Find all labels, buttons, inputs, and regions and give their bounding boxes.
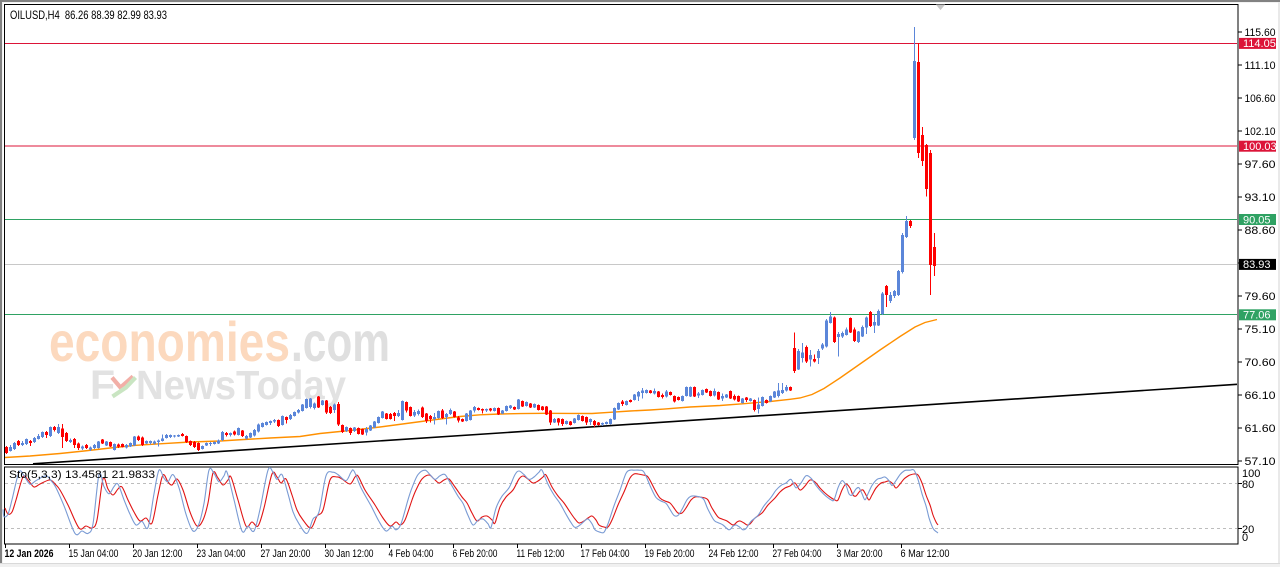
svg-text:80: 80: [1242, 479, 1254, 491]
svg-text:20: 20: [1242, 524, 1254, 536]
svg-text:6 Feb 20:00: 6 Feb 20:00: [453, 548, 498, 560]
svg-text:24 Feb 12:00: 24 Feb 12:00: [709, 548, 759, 560]
svg-text:115.60: 115.60: [1245, 27, 1276, 39]
svg-text:12 Jan 2026: 12 Jan 2026: [5, 548, 54, 560]
svg-text:70.60: 70.60: [1245, 357, 1276, 369]
svg-text:Sto(5,3,3) 13.4581 21.9833: Sto(5,3,3) 13.4581 21.9833: [9, 469, 155, 481]
svg-text:75.10: 75.10: [1245, 324, 1276, 336]
svg-text:.com: .com: [291, 310, 390, 373]
svg-text:17 Feb 04:00: 17 Feb 04:00: [581, 548, 630, 560]
svg-text:90.05: 90.05: [1243, 214, 1271, 226]
svg-text:93.10: 93.10: [1245, 192, 1276, 204]
svg-text:11 Feb 12:00: 11 Feb 12:00: [517, 548, 565, 560]
svg-text:27 Feb 04:00: 27 Feb 04:00: [773, 548, 822, 560]
svg-text:F: F: [90, 362, 115, 408]
svg-text:83.93: 83.93: [1243, 259, 1271, 271]
svg-text:77.06: 77.06: [1243, 310, 1271, 322]
svg-text:27 Jan 20:00: 27 Jan 20:00: [261, 548, 311, 560]
svg-text:79.60: 79.60: [1245, 291, 1276, 303]
svg-text:20 Jan 12:00: 20 Jan 12:00: [133, 548, 183, 560]
svg-text:106.60: 106.60: [1245, 93, 1276, 105]
svg-text:111.10: 111.10: [1245, 60, 1276, 72]
svg-text:114.05: 114.05: [1243, 38, 1276, 50]
svg-text:0: 0: [1242, 532, 1248, 544]
svg-text:100.03: 100.03: [1243, 141, 1277, 153]
svg-text:100: 100: [1242, 468, 1260, 480]
svg-text:30 Jan 12:00: 30 Jan 12:00: [325, 548, 374, 560]
svg-text:OILUSD,H4 86.26 88.39 82.99 8: OILUSD,H4 86.26 88.39 82.99 83.93: [10, 8, 167, 22]
svg-text:61.60: 61.60: [1245, 423, 1276, 435]
svg-text:88.60: 88.60: [1245, 225, 1276, 237]
svg-text:66.10: 66.10: [1245, 390, 1276, 402]
svg-text:3 Mar 20:00: 3 Mar 20:00: [837, 548, 883, 560]
svg-text:6 Mar 12:00: 6 Mar 12:00: [901, 548, 950, 560]
svg-text:19 Feb 20:00: 19 Feb 20:00: [645, 548, 695, 560]
svg-text:NewsToday: NewsToday: [136, 362, 346, 408]
svg-text:97.60: 97.60: [1245, 159, 1276, 171]
svg-text:102.10: 102.10: [1245, 126, 1276, 138]
svg-text:23 Jan 04:00: 23 Jan 04:00: [197, 548, 246, 560]
svg-text:15 Jan 04:00: 15 Jan 04:00: [69, 548, 119, 560]
svg-text:economies: economies: [49, 310, 290, 373]
svg-text:4 Feb 04:00: 4 Feb 04:00: [389, 548, 434, 560]
svg-text:57.10: 57.10: [1245, 456, 1276, 468]
